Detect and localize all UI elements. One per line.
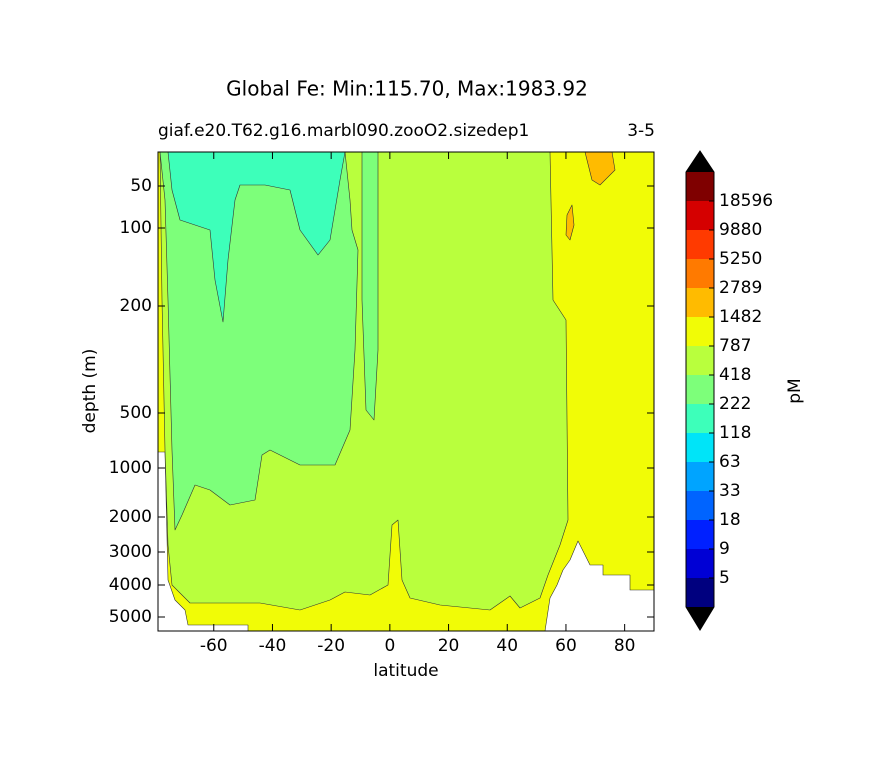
colorbar-bin xyxy=(686,433,714,462)
x-tick-label: -40 xyxy=(259,636,287,656)
colorbar-bin xyxy=(686,520,714,549)
colorbar-bin xyxy=(686,259,714,288)
x-axis-label: latitude xyxy=(373,661,438,681)
contour-region xyxy=(565,204,575,241)
colorbar-bin xyxy=(686,578,714,607)
colorbar-bin xyxy=(686,462,714,491)
y-tick-label: 3000 xyxy=(109,542,152,562)
x-tick-label: 20 xyxy=(438,636,460,656)
colorbar-tick-label: 118 xyxy=(719,423,751,443)
contour-region xyxy=(167,151,346,323)
x-tick-label: -20 xyxy=(317,636,345,656)
colorbar-tick-label: 9880 xyxy=(719,220,762,240)
x-tick-label: 40 xyxy=(496,636,518,656)
colorbar-tick-label: 18596 xyxy=(719,191,773,211)
colorbar-bin xyxy=(686,375,714,404)
colorbar-tick-label: 9 xyxy=(719,539,730,559)
colorbar-tick-label: 63 xyxy=(719,452,741,472)
colorbar-bin xyxy=(686,549,714,578)
y-tick-label: 5000 xyxy=(109,607,152,627)
x-tick-label: 0 xyxy=(384,636,395,656)
contour-region xyxy=(159,151,359,531)
colorbar-bin xyxy=(686,317,714,346)
colorbar-over xyxy=(686,151,714,172)
colorbar-tick-label: 18 xyxy=(719,510,741,530)
colorbar-tick-label: 33 xyxy=(719,481,741,501)
colorbar-tick-label: 222 xyxy=(719,394,751,414)
chart-title: Global Fe: Min:115.70, Max:1983.92 xyxy=(226,77,588,101)
y-tick-label: 4000 xyxy=(109,575,152,595)
y-tick-label: 2000 xyxy=(109,507,152,527)
y-tick-label: 50 xyxy=(130,176,152,196)
colorbar-label: pM xyxy=(785,378,805,403)
colorbar-tick-label: 2789 xyxy=(719,278,762,298)
y-tick-label: 500 xyxy=(120,403,152,423)
colorbar-bin xyxy=(686,201,714,230)
colorbar-bin xyxy=(686,346,714,375)
x-tick-label: 60 xyxy=(555,636,577,656)
colorbar-bin xyxy=(686,172,714,201)
y-axis-label: depth (m) xyxy=(80,349,100,434)
plot-frame xyxy=(157,151,655,632)
colorbar-bin xyxy=(686,491,714,520)
colorbar-bin xyxy=(686,404,714,433)
colorbar-tick-label: 418 xyxy=(719,365,751,385)
colorbar-tick-label: 5250 xyxy=(719,249,762,269)
subtitle-left: giaf.e20.T62.g16.marbl090.zooO2.sizedep1 xyxy=(158,121,529,141)
x-tick-label: 80 xyxy=(614,636,636,656)
colorbar-under xyxy=(686,607,714,630)
colorbar-bin xyxy=(686,288,714,317)
colorbar-frame xyxy=(685,150,715,631)
y-tick-label: 200 xyxy=(120,296,152,316)
contour-field xyxy=(157,151,655,632)
y-tick-label: 100 xyxy=(120,218,152,238)
colorbar-tick-label: 5 xyxy=(719,568,730,588)
colorbar-tick-label: 1482 xyxy=(719,307,762,327)
y-tick-label: 1000 xyxy=(109,458,152,478)
colorbar-tick-label: 787 xyxy=(719,336,751,356)
x-tick-label: -60 xyxy=(200,636,228,656)
colorbar-bin xyxy=(686,230,714,259)
subtitle-right: 3-5 xyxy=(627,121,655,141)
